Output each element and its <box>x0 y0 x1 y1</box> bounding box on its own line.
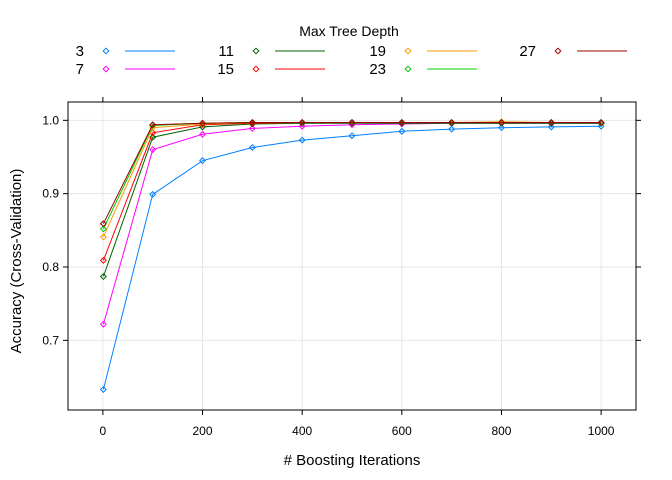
series-line-19 <box>102 121 602 238</box>
series-layer <box>99 118 605 393</box>
legend-label: 15 <box>217 61 234 78</box>
grid <box>68 102 636 410</box>
legend-label: 11 <box>218 43 234 60</box>
legend-label: 19 <box>369 43 386 60</box>
x-tick-label: 0 <box>100 424 107 438</box>
series-line-7 <box>102 122 602 325</box>
x-tick-label: 400 <box>292 424 312 438</box>
axes: 0 200 400 600 800 1000 0.7 0.8 0.9 1.0 <box>42 97 641 438</box>
series-line-11 <box>102 122 602 277</box>
legend-marker <box>554 47 562 55</box>
data-point <box>99 225 107 233</box>
data-point <box>99 273 107 281</box>
series-line-3 <box>102 125 602 390</box>
plot-panel <box>67 101 637 411</box>
data-point <box>99 320 107 328</box>
y-tick-label: 1.0 <box>42 113 59 127</box>
x-tick-label: 1000 <box>588 424 615 438</box>
data-point <box>497 119 505 127</box>
series-11 <box>99 119 605 281</box>
data-point <box>298 136 306 144</box>
legend-marker <box>252 65 260 73</box>
legend-marker <box>252 47 260 55</box>
series-line-15 <box>102 122 602 261</box>
legend-item-27: 27 <box>519 43 627 60</box>
legend-label: 23 <box>369 61 386 78</box>
y-tick-label: 0.7 <box>42 333 59 347</box>
data-point <box>99 385 107 393</box>
y-tick-label: 0.9 <box>42 187 59 201</box>
series-27 <box>99 119 605 228</box>
y-tick-label: 0.8 <box>42 260 59 274</box>
series-19 <box>99 118 605 241</box>
series-line-27 <box>102 122 602 224</box>
data-point <box>398 119 406 127</box>
legend-item-3: 3 <box>76 43 175 60</box>
data-point <box>597 119 605 127</box>
y-axis-title: Accuracy (Cross-Validation) <box>8 169 25 354</box>
legend-item-15: 15 <box>217 61 325 78</box>
data-point <box>248 143 256 151</box>
legend-item-11: 11 <box>218 43 325 60</box>
series-15 <box>99 119 605 264</box>
legend-label: 27 <box>519 43 536 60</box>
x-tick-label: 600 <box>392 424 412 438</box>
data-point <box>99 220 107 228</box>
data-point <box>149 190 157 198</box>
series-3 <box>99 122 605 393</box>
legend-marker <box>102 65 110 73</box>
series-23 <box>99 119 605 233</box>
series-7 <box>99 119 605 328</box>
data-point <box>99 256 107 264</box>
data-point <box>497 124 505 132</box>
data-point <box>597 122 605 130</box>
data-point <box>199 119 207 127</box>
data-point <box>298 119 306 127</box>
data-point <box>398 127 406 135</box>
data-point <box>199 130 207 138</box>
legend-title: Max Tree Depth <box>299 23 399 39</box>
legend-marker <box>102 47 110 55</box>
data-point <box>149 146 157 154</box>
data-point <box>348 119 356 127</box>
data-point <box>99 233 107 241</box>
data-point <box>248 119 256 127</box>
legend-item-19: 19 <box>369 43 477 60</box>
legend-label: 3 <box>76 43 84 60</box>
legend-label: 7 <box>76 61 84 78</box>
legend-item-7: 7 <box>76 61 175 78</box>
legend-marker <box>404 65 412 73</box>
data-point <box>248 124 256 132</box>
data-point <box>298 122 306 130</box>
data-point <box>547 119 555 127</box>
x-tick-label: 800 <box>491 424 511 438</box>
data-point <box>448 125 456 133</box>
legend-item-23: 23 <box>369 61 477 78</box>
data-point <box>547 123 555 131</box>
x-axis-title: # Boosting Iterations <box>284 452 421 469</box>
data-point <box>348 132 356 140</box>
data-point <box>448 119 456 127</box>
data-point <box>497 118 505 126</box>
legend-marker <box>404 47 412 55</box>
data-point <box>199 157 207 165</box>
x-tick-label: 200 <box>193 424 213 438</box>
data-point <box>149 121 157 129</box>
